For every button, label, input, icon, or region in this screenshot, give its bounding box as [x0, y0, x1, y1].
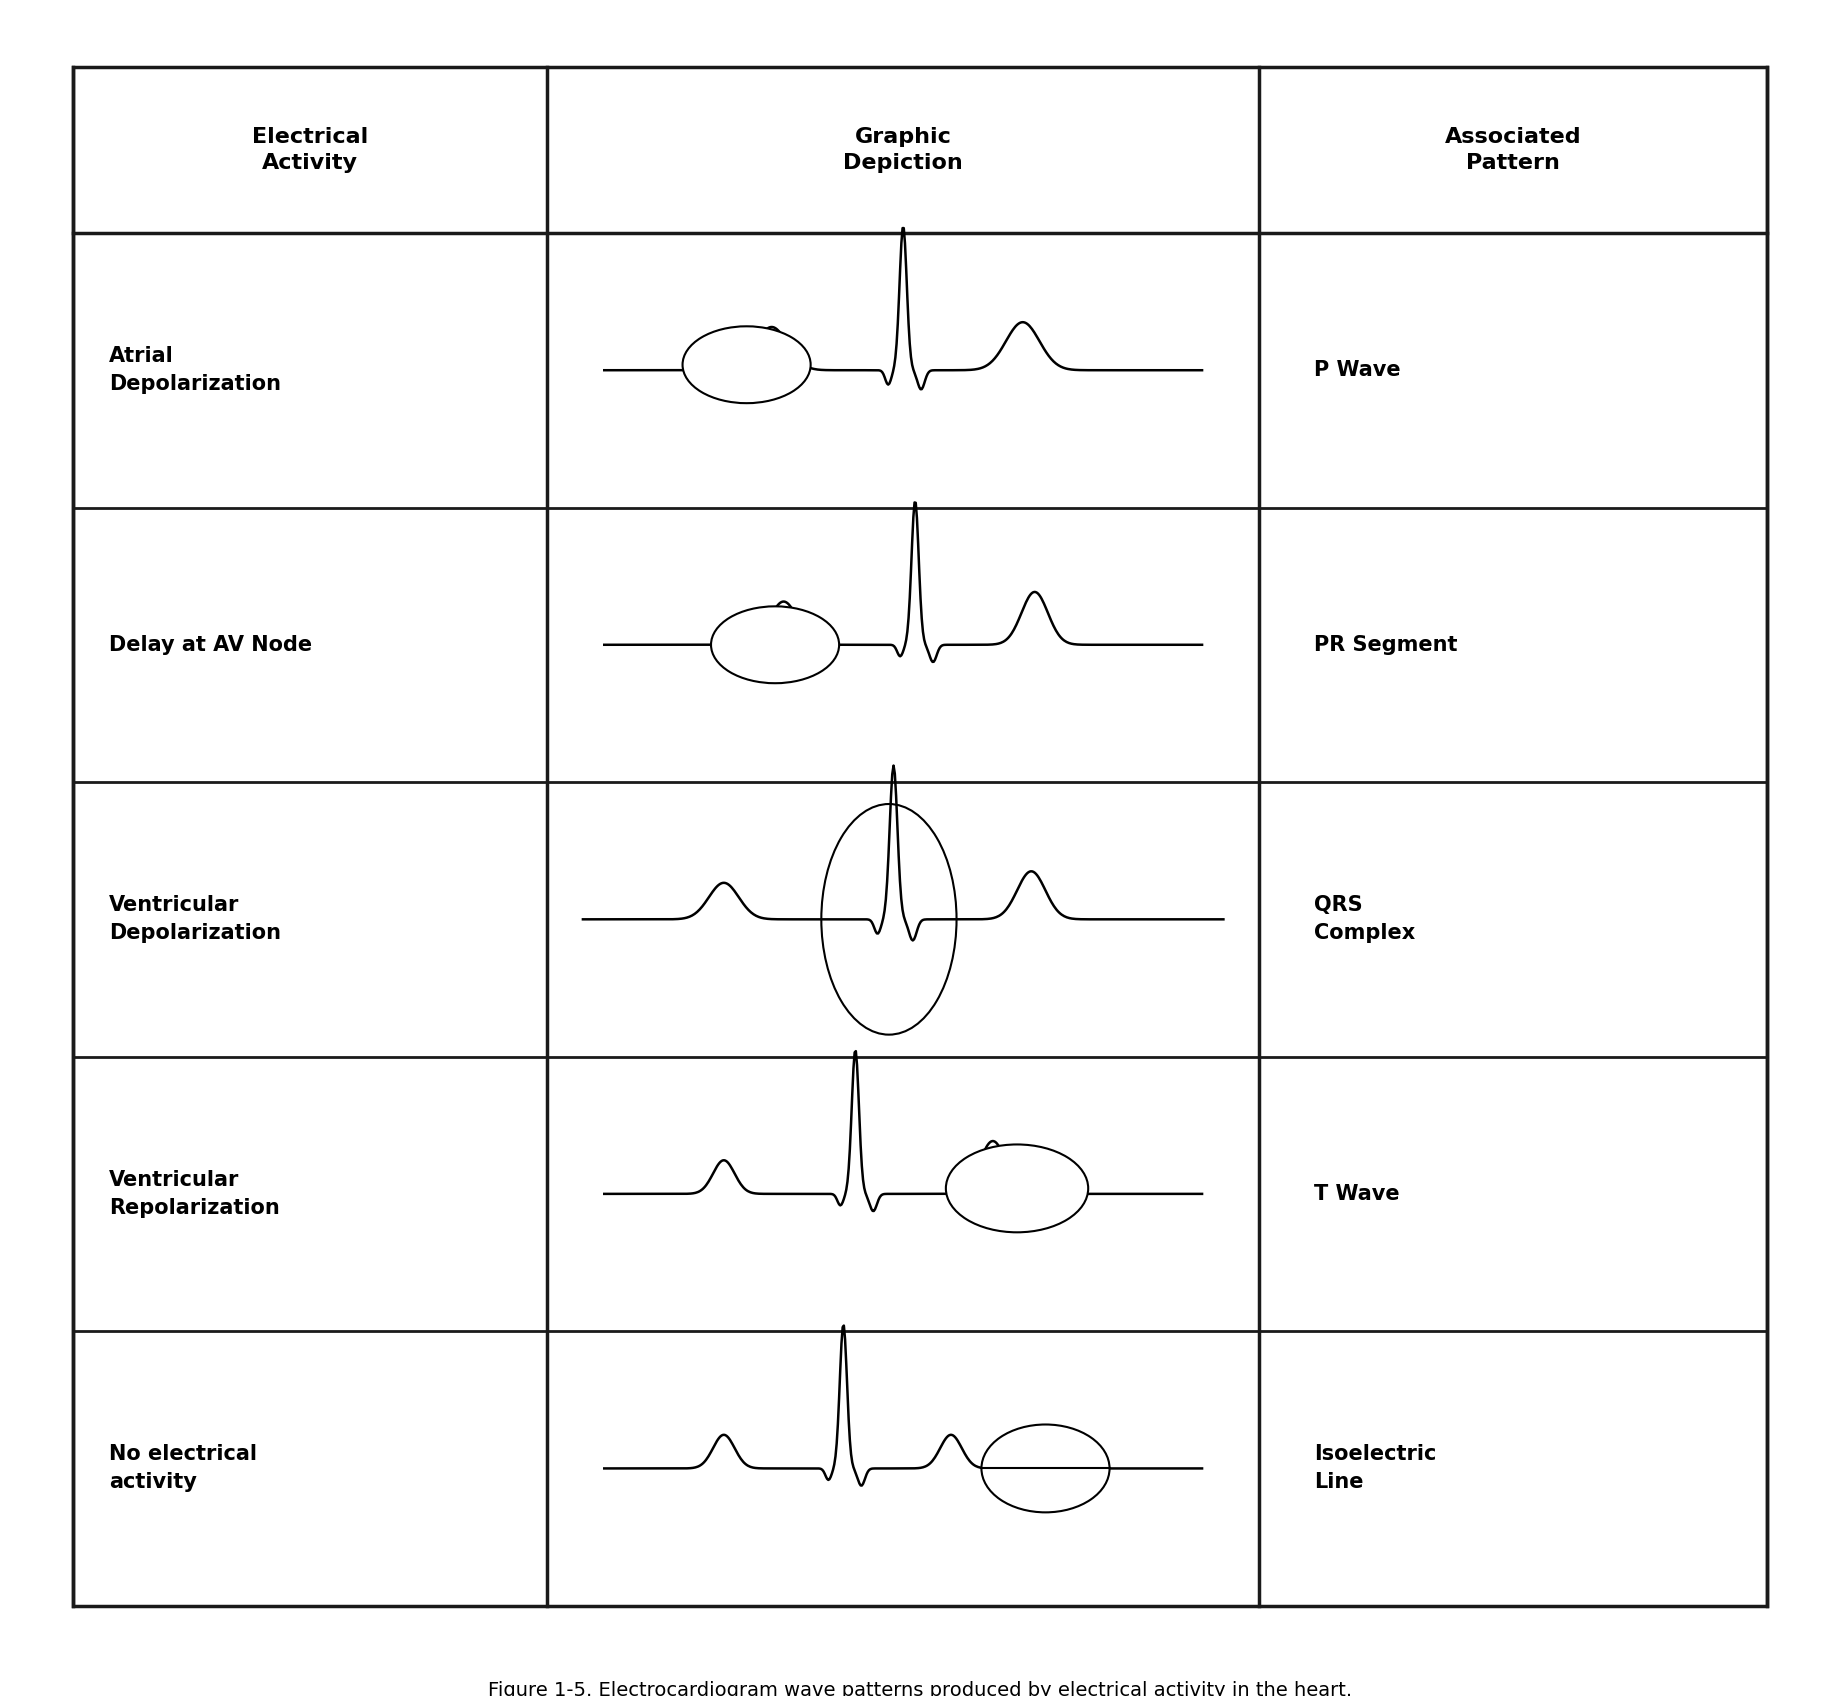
Ellipse shape — [982, 1425, 1110, 1513]
Text: Delay at AV Node: Delay at AV Node — [109, 634, 312, 655]
Text: Figure 1-5. Electrocardiogram wave patterns produced by electrical activity in t: Figure 1-5. Electrocardiogram wave patte… — [488, 1681, 1352, 1696]
Text: No electrical
activity: No electrical activity — [109, 1445, 257, 1492]
Text: PR Segment: PR Segment — [1314, 634, 1458, 655]
Ellipse shape — [822, 804, 957, 1035]
Text: Isoelectric
Line: Isoelectric Line — [1314, 1445, 1436, 1492]
Ellipse shape — [683, 326, 811, 404]
Text: Electrical
Activity: Electrical Activity — [251, 127, 368, 173]
Text: Ventricular
Repolarization: Ventricular Repolarization — [109, 1170, 281, 1218]
Text: T Wave: T Wave — [1314, 1184, 1399, 1204]
Text: P Wave: P Wave — [1314, 360, 1401, 380]
Text: Graphic
Depiction: Graphic Depiction — [844, 127, 964, 173]
Ellipse shape — [711, 607, 840, 683]
Text: Associated
Pattern: Associated Pattern — [1445, 127, 1581, 173]
Text: Atrial
Depolarization: Atrial Depolarization — [109, 346, 281, 393]
Ellipse shape — [946, 1145, 1088, 1233]
Text: Ventricular
Depolarization: Ventricular Depolarization — [109, 895, 281, 943]
Text: QRS
Complex: QRS Complex — [1314, 895, 1416, 943]
